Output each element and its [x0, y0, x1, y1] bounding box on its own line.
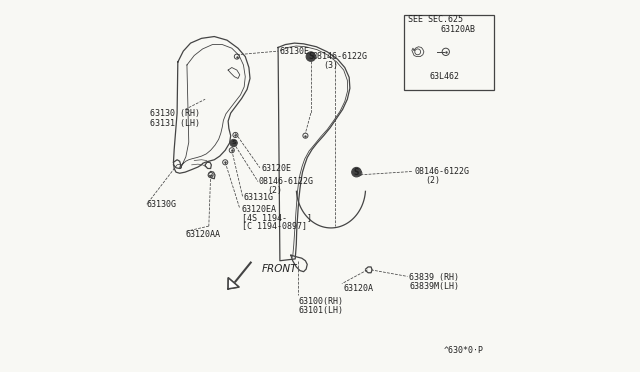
Text: (2): (2): [267, 186, 282, 195]
Text: 63L462: 63L462: [429, 72, 460, 81]
Text: FRONT: FRONT: [262, 264, 297, 274]
Text: 63101(LH): 63101(LH): [298, 306, 343, 315]
Text: 63120AA: 63120AA: [185, 230, 220, 239]
Text: S: S: [354, 168, 359, 177]
Text: (3): (3): [324, 61, 339, 70]
Text: ^630*0·P: ^630*0·P: [444, 346, 484, 355]
Text: 63120E: 63120E: [262, 164, 292, 173]
Bar: [404, 15, 494, 90]
Text: 08146-6122G: 08146-6122G: [258, 177, 313, 186]
Text: 63100(RH): 63100(RH): [298, 298, 343, 307]
Text: 63120AB: 63120AB: [440, 25, 476, 34]
Text: 63130 (RH): 63130 (RH): [150, 109, 200, 118]
Circle shape: [306, 52, 316, 61]
Text: [C 1194-0897]: [C 1194-0897]: [242, 222, 307, 231]
Text: 63130G: 63130G: [147, 201, 177, 209]
Text: 63120A: 63120A: [344, 284, 374, 293]
Text: 08146-6122G: 08146-6122G: [313, 52, 368, 61]
Circle shape: [352, 167, 361, 177]
Text: S: S: [308, 52, 314, 61]
Text: 63839M(LH): 63839M(LH): [410, 282, 460, 291]
Text: 63120EA: 63120EA: [242, 205, 276, 214]
Text: 63131G: 63131G: [243, 193, 273, 202]
Text: 63130E: 63130E: [280, 46, 310, 55]
Text: 63131 (LH): 63131 (LH): [150, 119, 200, 128]
Text: 63839 (RH): 63839 (RH): [410, 273, 460, 282]
Text: 08146-6122G: 08146-6122G: [415, 167, 470, 176]
Text: SEE SEC.625: SEE SEC.625: [408, 15, 463, 23]
Circle shape: [230, 140, 237, 147]
Text: S: S: [231, 141, 236, 145]
Polygon shape: [228, 278, 239, 289]
Text: [4S 1194-    ]: [4S 1194- ]: [242, 214, 312, 222]
Text: (2): (2): [426, 176, 441, 185]
